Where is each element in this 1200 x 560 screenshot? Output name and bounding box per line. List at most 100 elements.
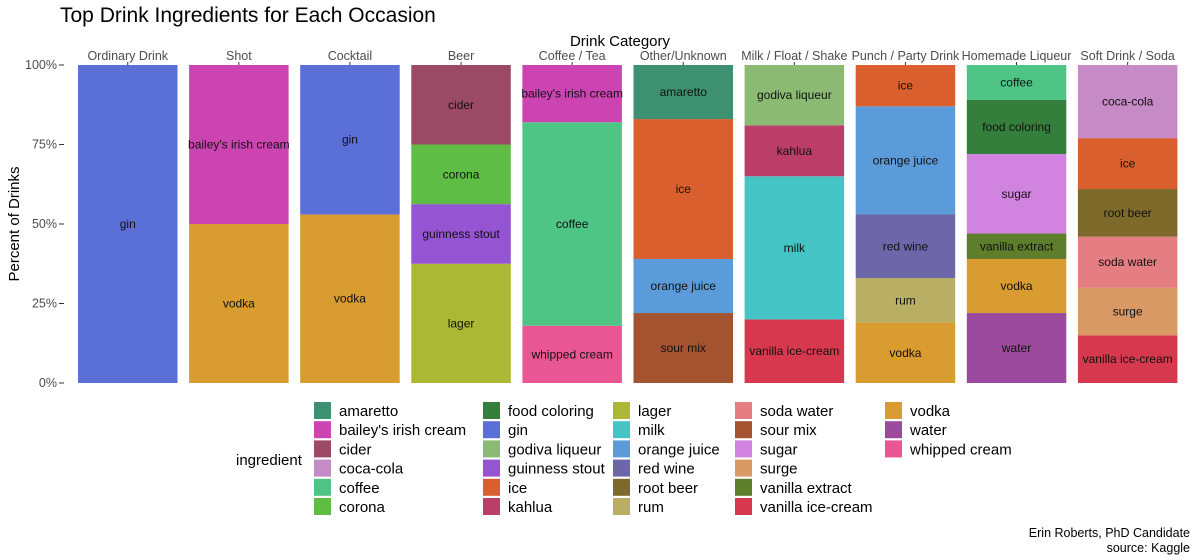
bar-segment-label: ice	[1120, 157, 1136, 171]
bar-segment-label: vodka	[334, 292, 366, 306]
bar-segment-coffee	[522, 122, 622, 326]
bar-segment-lager	[411, 263, 511, 383]
bar-segment-sugar	[966, 154, 1067, 234]
bar-segment-sour-mix	[633, 313, 733, 383]
facet-label: Ordinary Drink	[87, 49, 168, 63]
bar-segment-label: coffee	[556, 217, 589, 231]
legend-label: gin	[508, 422, 528, 439]
legend-label: orange juice	[638, 441, 720, 458]
legend-label: surge	[760, 461, 798, 478]
bar-segment-coca-cola	[1077, 65, 1178, 139]
bar-segment-label: surge	[1113, 304, 1143, 318]
legend-title: ingredient	[236, 452, 303, 469]
bar-segment-vodka	[189, 224, 289, 383]
bar-segment-label: vanilla extract	[980, 239, 1054, 253]
bar-segment-label: ice	[676, 182, 692, 196]
bar-segment-orange-juice	[633, 258, 733, 314]
facet-label: Milk / Float / Shake	[741, 49, 847, 63]
bar-segment-ice	[855, 65, 956, 107]
bar-segment-label: ice	[898, 79, 914, 93]
facet-label: Cocktail	[328, 49, 372, 63]
bar-segment-label: vanilla ice-cream	[749, 344, 839, 358]
bar-segment-gin	[78, 65, 178, 383]
legend-label: vanilla ice-cream	[760, 499, 873, 516]
legend-label: food coloring	[508, 403, 594, 420]
legend-swatch-kahlua	[483, 498, 500, 515]
legend-swatch-bailey-s-irish-cream	[314, 421, 331, 439]
legend-swatch-coca-cola	[314, 459, 331, 477]
bar-segment-bailey-s-irish-cream	[189, 65, 289, 224]
legend-label: sugar	[760, 441, 798, 458]
bar-segment-root-beer	[1077, 189, 1178, 237]
legend-swatch-ice	[483, 478, 500, 496]
legend-label: guinness stout	[508, 461, 606, 478]
facet-label: Other/Unknown	[640, 49, 727, 63]
bar-segment-guinness-stout	[411, 204, 511, 264]
bar-segment-label: cider	[448, 98, 474, 112]
bar-segment-label: water	[1001, 341, 1031, 355]
bar-segment-label: soda water	[1098, 255, 1157, 269]
bar-segment-cider	[411, 65, 511, 145]
bar-segment-amaretto	[633, 65, 733, 120]
legend-swatch-sour-mix	[735, 421, 752, 439]
bar-segment-label: orange juice	[651, 279, 717, 293]
legend-swatch-corona	[314, 498, 331, 515]
legend-swatch-red-wine	[613, 459, 630, 477]
legend-label: cider	[339, 441, 372, 458]
bar-segment-label: bailey's irish cream	[188, 138, 290, 152]
legend-label: bailey's irish cream	[339, 422, 466, 439]
legend-label: vanilla extract	[760, 480, 853, 497]
facet-punch-party-drink: Punch / Party Drink vodka rum red wine orang…	[852, 49, 960, 383]
legend-label: milk	[638, 422, 665, 439]
bar-segment-vodka	[300, 214, 400, 383]
bar-segment-water	[966, 313, 1067, 383]
legend-swatch-coffee	[314, 478, 331, 496]
bar-segment-label: root beer	[1104, 206, 1152, 220]
bar-segment-vodka	[966, 258, 1067, 314]
facet-milk-float-shake: Milk / Float / Shake vanilla ice-cream mil…	[741, 49, 848, 383]
bar-segment-label: guinness stout	[422, 227, 500, 241]
bar-segment-label: food coloring	[982, 120, 1051, 134]
bar-segment-label: sour mix	[661, 341, 706, 355]
y-tick-label: 0%	[39, 376, 57, 390]
bar-segment-soda-water	[1077, 236, 1178, 288]
bar-segment-label: vodka	[889, 346, 921, 360]
legend-label: root beer	[638, 480, 698, 497]
legend-swatch-vanilla-ice-cream	[735, 498, 752, 515]
legend-swatch-lager	[613, 402, 630, 419]
y-tick-label: 75%	[32, 138, 57, 152]
facet-label: Shot	[226, 49, 252, 63]
bar-segment-vodka	[855, 322, 956, 383]
caption-source: source: Kaggle	[1107, 541, 1190, 555]
facet-label: Punch / Party Drink	[852, 49, 960, 63]
bar-segment-label: corona	[443, 167, 480, 181]
legend-swatch-food-coloring	[483, 402, 500, 419]
facet-ordinary-drink: Ordinary Drink gin	[78, 49, 178, 383]
bar-segment-godiva-liqueur	[744, 65, 845, 126]
legend-label: coca-cola	[339, 461, 404, 478]
top-axis-title: Drink Category	[570, 33, 671, 50]
legend-swatch-root-beer	[613, 478, 630, 496]
bar-segment-red-wine	[855, 214, 956, 279]
facet-label: Homemade Liqueur	[962, 49, 1072, 63]
legend-swatch-whipped-cream	[885, 440, 902, 458]
bar-segment-orange-juice	[855, 106, 956, 215]
y-axis-title: Percent of Drinks	[6, 166, 23, 281]
bar-segment-label: red wine	[883, 239, 929, 253]
bar-segment-corona	[411, 144, 511, 205]
facet-shot: Shot vodka bailey's irish cream	[188, 49, 290, 383]
facet-homemade-liqueur: Homemade Liqueur water vodka vanilla extrac…	[962, 49, 1072, 383]
bar-segment-label: vanilla ice-cream	[1083, 352, 1173, 366]
bar-segment-food-coloring	[966, 99, 1067, 155]
legend-label: red wine	[638, 461, 695, 478]
bar-segment-label: sugar	[1002, 187, 1032, 201]
chart-title: Top Drink Ingredients for Each Occasion	[60, 4, 436, 27]
bar-segment-label: vodka	[1001, 279, 1033, 293]
bar-segment-label: amaretto	[660, 85, 708, 99]
bar-segment-label: kahlua	[777, 144, 813, 158]
facet-other-unknown: Other/Unknown sour mix orange juice ice amar…	[633, 49, 733, 383]
bar-segment-kahlua	[744, 125, 845, 177]
legend-label: rum	[638, 499, 664, 516]
legend-label: corona	[339, 499, 386, 516]
facet-label: Soft Drink / Soda	[1080, 49, 1175, 63]
